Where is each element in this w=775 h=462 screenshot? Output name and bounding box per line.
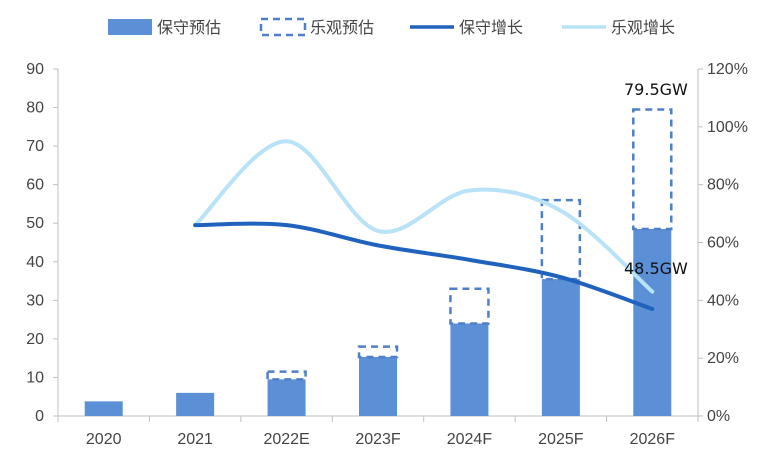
right-axis-tick-label: 80% (707, 177, 739, 194)
legend-label-conservative-estimate: 保守预估 (157, 18, 221, 37)
conservative-estimate-bar (450, 323, 489, 416)
optimistic-estimate-bar (449, 287, 490, 325)
legend-label-conservative-growth: 保守增长 (459, 18, 523, 37)
lines (193, 139, 655, 312)
right-axis-tick-label: 60% (707, 235, 739, 252)
left-axis-tick-label: 10 (26, 369, 44, 386)
x-axis-tick-label: 2022E (263, 431, 309, 448)
legend: 保守预估 乐观预估 保守增长 乐观增长 (108, 17, 675, 37)
right-axis-tick-label: 0% (707, 408, 730, 425)
left-axis-tick-label: 60 (26, 177, 44, 194)
left-axis-tick-label: 90 (26, 61, 44, 78)
x-axis-tick-label: 2020 (86, 431, 122, 448)
left-axis-tick-label: 40 (26, 254, 44, 271)
optimistic-estimate-bar (266, 370, 307, 381)
left-axis-tick-label: 50 (26, 215, 44, 232)
x-axis-tick-label: 2026F (630, 431, 676, 448)
right-axis-tick-label: 100% (707, 119, 748, 136)
conservative-estimate-bar (633, 229, 672, 416)
x-axis-tick-label: 2023F (355, 431, 401, 448)
legend-swatch-optimistic-estimate (259, 17, 307, 37)
optimistic-estimate-bar (357, 345, 399, 359)
bars (84, 108, 673, 416)
left-axis-tick-label: 70 (26, 138, 44, 155)
left-axis-tick-label: 30 (26, 292, 44, 309)
conservative-estimate-bar (359, 357, 397, 416)
legend-label-optimistic-growth: 乐观增长 (611, 18, 675, 37)
conservative-growth-line (193, 221, 655, 312)
legend-label-optimistic-estimate: 乐观预估 (310, 18, 374, 37)
left-axis-tick-label: 20 (26, 331, 44, 348)
data-label-optimistic-2026: 79.5GW (624, 80, 688, 99)
conservative-estimate-bar (541, 279, 580, 416)
optimistic-growth-line (193, 139, 655, 294)
right-axis-tick-label: 120% (707, 61, 748, 78)
right-axis-tick-label: 20% (707, 350, 739, 367)
x-axis-tick-label: 2025F (538, 431, 584, 448)
right-axis-tick-label: 40% (707, 292, 739, 309)
data-label-conservative-2026: 48.5GW (624, 259, 688, 278)
left-axis-tick-label: 80 (26, 100, 44, 117)
left-axis-tick-label: 0 (35, 408, 44, 425)
legend-swatch-conservative-estimate (108, 19, 152, 35)
conservative-estimate-bar (176, 392, 215, 416)
x-axis-tick-label: 2024F (447, 431, 493, 448)
optimistic-estimate-bar (632, 108, 673, 231)
conservative-estimate-bar (267, 379, 306, 416)
conservative-estimate-bar (84, 401, 123, 416)
x-axis-tick-label: 2021 (177, 431, 213, 448)
